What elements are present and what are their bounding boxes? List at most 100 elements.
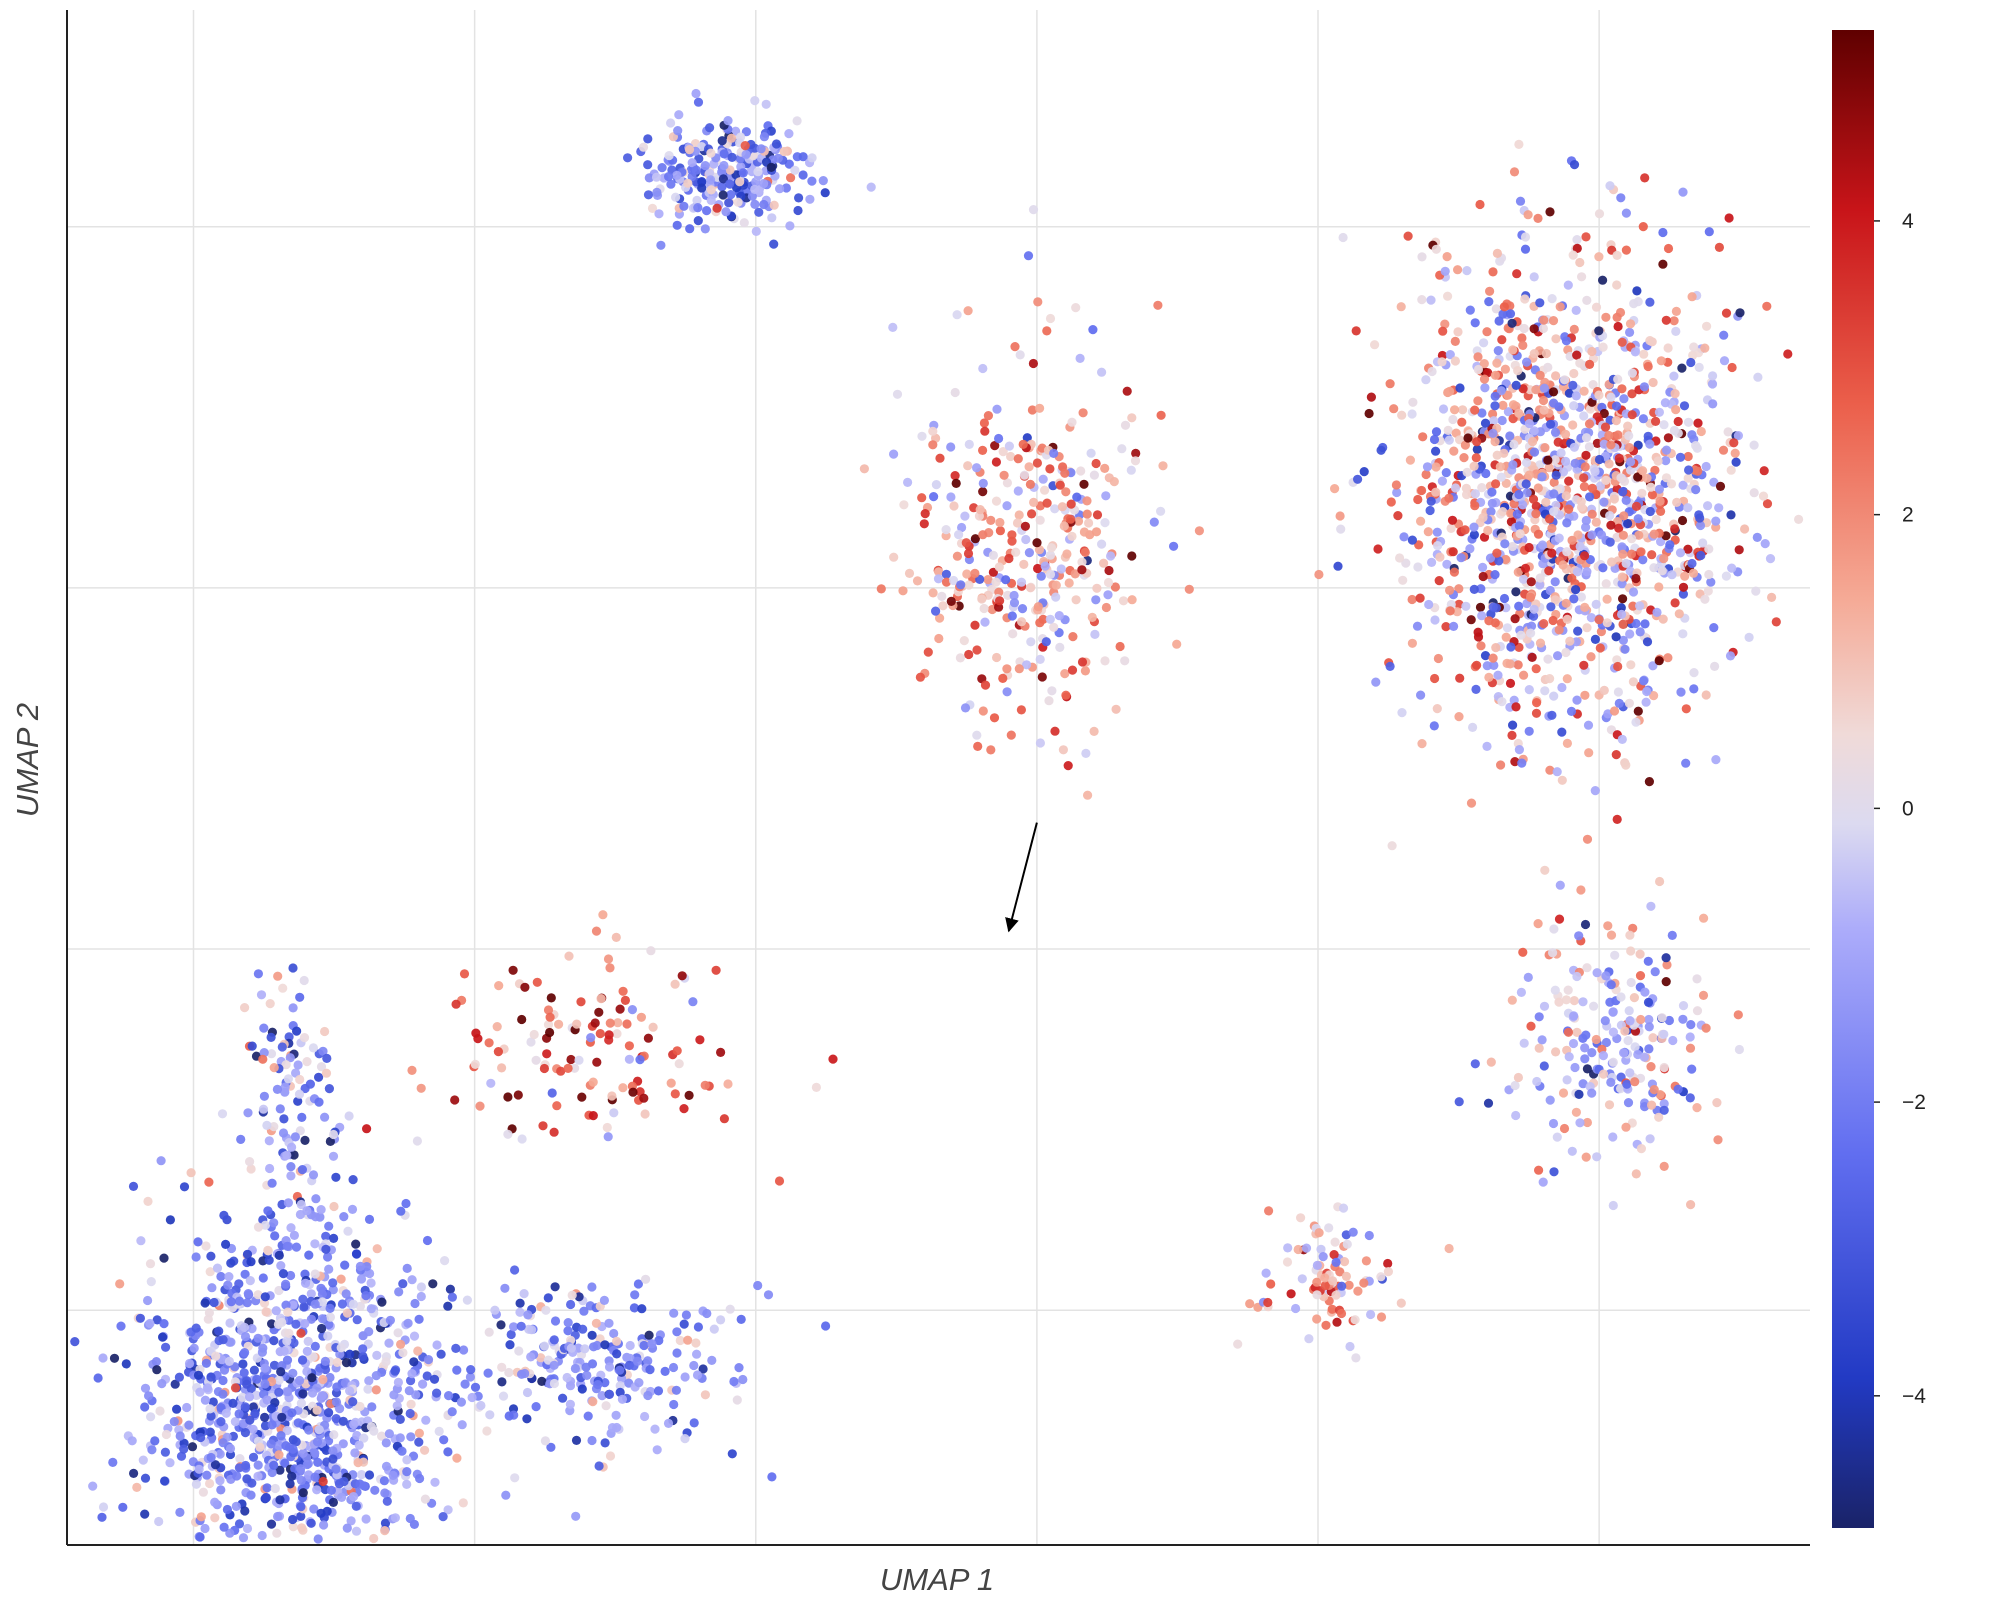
scatter-point [341,1289,351,1299]
scatter-point [1617,337,1627,347]
scatter-point [1554,914,1565,924]
scatter-point [1594,390,1604,400]
scatter-point [522,1387,533,1398]
scatter-point [253,1290,263,1300]
scatter-point [1608,1027,1618,1037]
scatter-point [639,1093,649,1103]
scatter-point [611,1410,621,1420]
scatter-point [1631,717,1641,727]
scatter-point [1338,232,1348,243]
scatter-point [1656,356,1666,366]
scatter-point [345,1386,355,1396]
scatter-point [1496,386,1506,396]
scatter-point [609,1108,619,1118]
scatter-point [1689,684,1699,694]
scatter-point [324,1221,334,1231]
scatter-point [537,1376,547,1386]
scatter-point [675,1335,685,1346]
scatter-point [1266,1279,1276,1289]
scatter-point [599,1295,610,1305]
scatter-point [1061,487,1071,497]
scatter-point [652,1445,662,1455]
scatter-point [549,1127,559,1137]
scatter-point [1498,507,1508,517]
scatter-point [331,1397,342,1407]
scatter-point [258,1104,269,1114]
scatter-point [992,652,1002,663]
scatter-point [341,1358,352,1368]
scatter-point [1638,555,1648,565]
scatter-point [1631,618,1641,629]
scatter-point [346,1516,356,1526]
scatter-point [670,979,680,989]
scatter-point [252,1374,262,1384]
scatter-point [287,1408,297,1418]
scatter-point [298,1389,308,1399]
scatter-point [721,207,731,217]
scatter-point [304,1425,314,1435]
scatter-point [371,1385,381,1395]
scatter-point [352,1249,362,1259]
scatter-point [673,126,683,136]
scatter-point [964,649,974,660]
scatter-point [423,1355,434,1365]
scatter-point [643,1356,653,1366]
scatter-point [1647,490,1657,500]
scatter-point [1496,472,1506,482]
scatter-point [407,1275,417,1285]
scatter-point [161,1342,171,1352]
scatter-point [157,1379,167,1389]
scatter-point [650,1424,660,1434]
scatter-point [641,1274,651,1284]
scatter-point [302,1057,312,1067]
scatter-point [828,1054,838,1064]
scatter-point [1078,408,1088,418]
scatter-point [1449,567,1459,577]
scatter-point [1104,565,1114,576]
scatter-point [306,1518,316,1528]
scatter-point [1582,1064,1592,1074]
scatter-point [1658,259,1668,269]
scatter-point [625,1340,635,1351]
scatter-point [160,1476,170,1486]
scatter-point [1002,664,1012,674]
scatter-point [1556,448,1566,458]
scatter-point [1431,446,1441,456]
scatter-point [962,569,972,579]
scatter-point [329,1201,339,1212]
scatter-point [494,981,504,991]
scatter-point [1055,642,1065,653]
scatter-point [1599,408,1609,419]
scatter-point [1471,684,1481,695]
scatter-point [1387,841,1397,851]
scatter-point [526,1352,536,1362]
scatter-point [1729,438,1739,448]
scatter-point [1665,540,1675,550]
scatter-point [1539,383,1549,393]
scatter-point [1659,1099,1669,1109]
scatter-point [1605,997,1615,1007]
scatter-point [1695,513,1705,523]
scatter-point [1561,429,1571,439]
scatter-point [1725,651,1736,661]
scatter-point [1391,480,1401,490]
scatter-point [1385,379,1395,389]
scatter-point [314,1097,324,1107]
scatter-point [1487,487,1497,497]
scatter-point [1046,543,1057,553]
scatter-point [1118,596,1129,606]
scatter-point [242,1298,252,1308]
scatter-point [1574,931,1584,941]
scatter-point [516,1321,526,1331]
scatter-point [240,1331,251,1342]
scatter-point [531,1402,541,1412]
scatter-point [1783,349,1793,359]
scatter-point [934,567,944,577]
scatter-point [407,1369,417,1379]
scatter-point [1623,1098,1634,1108]
scatter-point [1506,508,1516,518]
scatter-point [1569,324,1579,334]
scatter-point [593,1380,603,1390]
scatter-point [1263,1297,1273,1308]
scatter-point [1462,467,1472,477]
